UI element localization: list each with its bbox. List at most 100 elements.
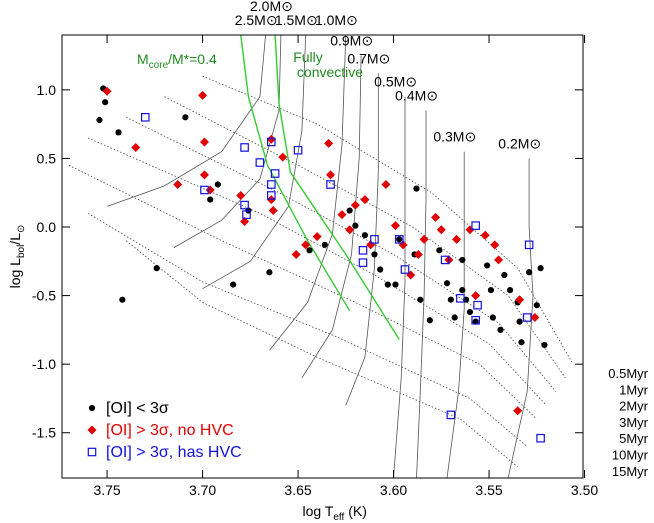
plot-area bbox=[68, 35, 574, 478]
point bbox=[446, 410, 456, 420]
x-axis-label-part: log T bbox=[303, 503, 334, 519]
point bbox=[255, 158, 265, 167]
point bbox=[413, 185, 420, 192]
point bbox=[431, 212, 441, 222]
mass-track bbox=[393, 96, 406, 478]
point bbox=[471, 315, 480, 325]
point bbox=[358, 258, 368, 267]
point bbox=[267, 180, 276, 189]
boundary-label-part: M bbox=[137, 51, 149, 67]
point bbox=[533, 302, 540, 309]
point bbox=[173, 179, 183, 189]
y-tick-label: 0.5 bbox=[37, 150, 57, 166]
point bbox=[459, 287, 466, 294]
point bbox=[537, 265, 544, 272]
point bbox=[394, 235, 404, 244]
point bbox=[115, 129, 122, 136]
point bbox=[102, 86, 112, 96]
y-tick-label: -1.5 bbox=[32, 425, 56, 441]
plot-frame bbox=[61, 34, 584, 479]
legend-label: [OI] > 3σ, no HVC bbox=[106, 422, 234, 439]
point bbox=[131, 142, 141, 152]
point bbox=[312, 232, 322, 242]
x-tick-label: 3.55 bbox=[475, 482, 502, 498]
boundary-label: convective bbox=[297, 64, 363, 80]
mass-track bbox=[106, 35, 266, 207]
point bbox=[119, 296, 126, 303]
isochrone-label: 1Myr bbox=[619, 382, 649, 397]
point bbox=[436, 247, 443, 254]
point bbox=[306, 247, 313, 254]
isochrone bbox=[126, 116, 557, 392]
point bbox=[473, 300, 482, 310]
point bbox=[140, 112, 150, 122]
point bbox=[268, 206, 278, 216]
point bbox=[506, 287, 514, 294]
point bbox=[266, 269, 273, 276]
point bbox=[518, 339, 525, 346]
track-label: 0.2M⊙ bbox=[498, 135, 541, 151]
point bbox=[436, 225, 446, 235]
point bbox=[199, 170, 209, 180]
x-axis-label: log Teff (K) bbox=[303, 503, 367, 523]
point bbox=[199, 137, 209, 147]
point bbox=[346, 207, 353, 214]
mass-track bbox=[416, 110, 427, 478]
track-label: 2.0M⊙ bbox=[250, 0, 293, 14]
point bbox=[466, 308, 474, 316]
point bbox=[452, 234, 462, 244]
mass-track bbox=[301, 55, 362, 379]
point bbox=[440, 255, 450, 265]
point bbox=[487, 287, 495, 294]
isochrone-label: 10Myr bbox=[612, 448, 649, 463]
point bbox=[384, 281, 391, 288]
point bbox=[536, 433, 545, 443]
x-tick-label: 3.75 bbox=[93, 482, 120, 498]
point bbox=[361, 232, 368, 239]
x-axis-label-part: eff bbox=[333, 512, 344, 523]
track-label: 0.5M⊙ bbox=[374, 74, 417, 90]
point bbox=[301, 240, 311, 250]
boundary-label-part: /M*=0.4 bbox=[168, 51, 217, 67]
isochrone bbox=[164, 96, 566, 379]
point bbox=[153, 265, 160, 272]
point bbox=[396, 236, 403, 243]
point bbox=[530, 313, 540, 323]
point bbox=[230, 281, 237, 288]
y-tick-label: 0.0 bbox=[37, 219, 57, 235]
track-label: 0.9M⊙ bbox=[330, 33, 373, 49]
boundary-line bbox=[274, 35, 400, 340]
point bbox=[471, 291, 481, 301]
point bbox=[471, 221, 480, 230]
legend-label: [OI] > 3σ, has HVC bbox=[106, 444, 242, 461]
x-tick-label: 3.65 bbox=[284, 482, 311, 498]
point bbox=[501, 271, 508, 279]
legend-marker bbox=[87, 425, 97, 435]
boundary-label: Fully bbox=[293, 49, 323, 65]
point bbox=[240, 143, 249, 152]
x-tick-label: 3.60 bbox=[380, 482, 407, 498]
point bbox=[443, 280, 451, 287]
mass-track bbox=[173, 35, 282, 248]
legend-marker bbox=[87, 447, 97, 457]
legend-marker bbox=[88, 404, 96, 412]
point bbox=[291, 249, 301, 259]
point bbox=[447, 296, 454, 303]
mass-track bbox=[202, 35, 307, 290]
point bbox=[242, 210, 251, 219]
point bbox=[370, 235, 379, 244]
point bbox=[326, 180, 335, 189]
track-label: 0.4M⊙ bbox=[395, 87, 438, 103]
mass-track bbox=[269, 35, 347, 351]
point bbox=[198, 90, 208, 100]
point bbox=[381, 179, 391, 189]
point bbox=[392, 281, 399, 288]
point bbox=[515, 295, 525, 305]
mass-track bbox=[345, 73, 379, 406]
point bbox=[406, 270, 416, 280]
y-tick-label: -1.0 bbox=[32, 356, 56, 372]
isochrone-label: 3Myr bbox=[619, 415, 649, 430]
y-tick-label: -0.5 bbox=[32, 288, 56, 304]
y-axis-label-part: ⊙ bbox=[16, 225, 27, 233]
point bbox=[522, 313, 532, 322]
